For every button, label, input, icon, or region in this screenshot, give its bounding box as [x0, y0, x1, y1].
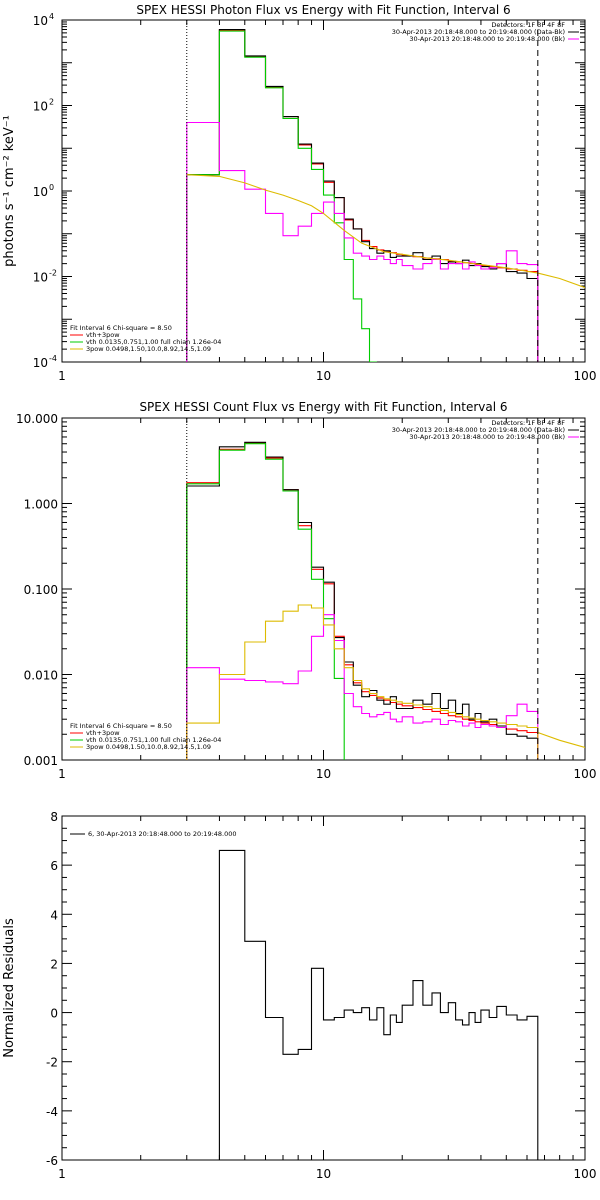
series-vth-3pow: [186, 29, 539, 362]
y-tick-exponent: -2: [49, 269, 57, 278]
x-tick-label: 1: [58, 767, 66, 781]
legend-left-entry: vth 0.0135,0.751,1.00 full chian 1.26e-0…: [86, 736, 221, 744]
count-flux-panel: SPEX HESSI Count Flux vs Energy with Fit…: [16, 400, 596, 781]
y-tick-exponent: 2: [49, 98, 54, 107]
y-tick-label: 10: [33, 14, 48, 28]
y-tick-label: 0.010: [24, 669, 58, 683]
legend-right-entry: 30-Apr-2013 20:18:48.000 to 20:19:48.000…: [392, 28, 565, 36]
y-tick-label: 10: [33, 100, 48, 114]
legend-left-entry: vth+3pow: [86, 729, 120, 737]
legend-left-entry: 3pow 0.0498,1.50,10.0,8.92,14.5,1.09: [86, 743, 211, 751]
x-tick-label: 10: [316, 767, 331, 781]
x-tick-label: 100: [574, 1167, 597, 1181]
series-data-bk: [186, 441, 539, 760]
x-tick-label: 100: [574, 369, 597, 383]
y-tick-exponent: 4: [49, 12, 54, 21]
y-tick-label: 0.001: [24, 754, 58, 768]
legend-right-entry: Detectors: 1F 3F 4F 8F: [491, 419, 565, 427]
legend-left-entry: vth+3pow: [86, 331, 120, 339]
x-tick-label: 100: [574, 767, 597, 781]
y-tick-exponent: -4: [49, 354, 57, 363]
legend-right-entry: 30-Apr-2013 20:18:48.000 to 20:19:48.000…: [409, 433, 565, 441]
series-3pow: [186, 174, 585, 289]
series-data-bk: [186, 28, 539, 362]
y-tick-label: 2: [50, 957, 58, 971]
y-tick-label: 8: [50, 810, 58, 824]
y-tick-label: 0.100: [24, 583, 58, 597]
x-tick-label: 1: [58, 369, 66, 383]
y-tick-label: 4: [50, 908, 58, 922]
x-tick-label: 10: [316, 1167, 331, 1181]
y-axis-label: photons s⁻¹ cm⁻² keV⁻¹: [2, 115, 17, 267]
y-tick-label: 6: [50, 859, 58, 873]
series-bk: [186, 121, 539, 362]
x-tick-label: 10: [316, 369, 331, 383]
legend-left-entry: Fit Interval 6 Chi-square = 8.50: [70, 324, 172, 332]
series-3pow-ext: [537, 731, 585, 749]
y-tick-label: 10: [33, 271, 48, 285]
series-bk: [186, 614, 539, 760]
y-axis-label: Normalized Residuals: [2, 918, 17, 1058]
legend-left-entry: vth 0.0135,0.751,1.00 full chian 1.26e-0…: [86, 338, 221, 346]
series-vth: [186, 30, 377, 362]
legend-left-entry: Fit Interval 6 Chi-square = 8.50: [70, 722, 172, 730]
series-residuals: [186, 849, 539, 1160]
legend-left-entry: 6, 30-Apr-2013 20:18:48.000 to 20:19:48.…: [88, 830, 237, 838]
x-tick-label: 1: [58, 1167, 66, 1181]
series-3pow: [186, 604, 539, 760]
series-vth-3pow: [186, 442, 539, 760]
y-tick-label: -2: [46, 1056, 58, 1070]
y-tick-label: -6: [46, 1154, 58, 1168]
chart-title: SPEX HESSI Count Flux vs Energy with Fit…: [139, 400, 507, 414]
series-vth: [186, 443, 345, 760]
photon-flux-panel: SPEX HESSI Photon Flux vs Energy with Fi…: [2, 3, 596, 383]
legend-right-entry: Detectors: 1F 3F 4F 8F: [491, 21, 565, 29]
legend-left-entry: 3pow 0.0498,1.50,10.0,8.92,14.5,1.09: [86, 345, 211, 353]
y-tick-label: 1.000: [24, 498, 58, 512]
y-tick-label: 10.000: [16, 412, 58, 426]
y-tick-exponent: 0: [49, 183, 54, 192]
y-tick-label: 0: [50, 1007, 58, 1021]
y-tick-label: 10: [33, 356, 48, 370]
legend-right-entry: 30-Apr-2013 20:18:48.000 to 20:19:48.000…: [409, 35, 565, 43]
y-tick-label: -4: [46, 1105, 58, 1119]
chart-title: SPEX HESSI Photon Flux vs Energy with Fi…: [136, 3, 510, 17]
y-tick-label: 10: [33, 185, 48, 199]
legend-right-entry: 30-Apr-2013 20:18:48.000 to 20:19:48.000…: [392, 426, 565, 434]
residuals-panel: Normalized Residuals 1 10 100 -6 -4 -2 0 2 4 6 8 6, …: [2, 810, 596, 1181]
